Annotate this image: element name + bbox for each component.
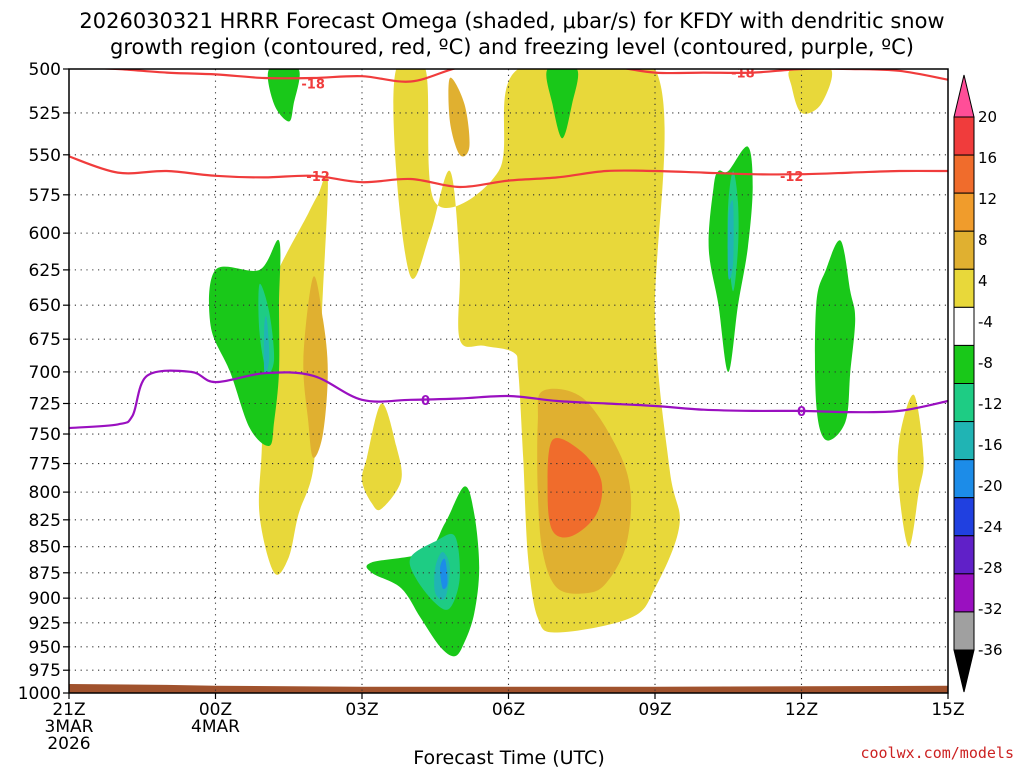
colorbar-box-3 [953,230,975,270]
x-tick-label-0-1: 3MAR [45,717,94,737]
contour-dgz-minus-18 [91,69,948,83]
x-axis-label: Forecast Time (UTC) [413,747,604,768]
colorbar-box-12 [953,573,975,613]
colorbar-box-0 [953,116,975,156]
y-tick-label-925: 925 [29,614,61,634]
colorbar-box-11 [953,535,975,575]
colorbar-bottom-arrow [953,649,975,693]
x-tick-label-3-0: 00Z [199,700,232,720]
y-tick-label-1000: 1000 [18,684,61,704]
x-tick-label-3-1: 4MAR [191,717,240,737]
y-tick-label-850: 850 [29,538,61,558]
y-tick-label-875: 875 [29,564,61,584]
y-tick-label-550: 550 [29,146,61,166]
y-tick-label-725: 725 [29,394,61,414]
y-tick-label-600: 600 [29,224,61,244]
credit-text: coolwx.com/models [860,744,1014,762]
omega-shade-13 [267,69,300,122]
y-tick-label-700: 700 [29,363,61,383]
y-tick-label-675: 675 [29,330,61,350]
colorbar-box-10 [953,497,975,537]
y-axis-ticks: 500 525 550 575 600 625 650 675 700 725 750 775 800 8… [18,60,69,704]
colorbar-label-3: 8 [978,231,988,249]
colorbar-box-5 [953,306,975,346]
y-tick-label-800: 800 [29,483,61,503]
omega-shade-5 [448,77,470,157]
contour-label-freezing-level-0: 0 [421,394,430,409]
colorbar-box-6 [953,344,975,384]
colorbar-box-13 [953,611,975,651]
omega-shade-8 [547,437,603,538]
contour-freezing-level [69,369,948,430]
colorbar-box-8 [953,421,975,461]
colorbar-label-10: -24 [978,518,1003,536]
y-tick-label-900: 900 [29,589,61,609]
y-tick-label-650: 650 [29,296,61,316]
colorbar-box-4 [953,268,975,308]
contour-label-dgz-minus-18-0: -18 [301,77,325,92]
terrain-surface [69,684,948,693]
y-tick-label-525: 525 [29,104,61,124]
y-tick-label-950: 950 [29,638,61,658]
contour-layer: -18 -18 -12 -12 0 0 [69,67,948,430]
omega-shade-7 [303,276,328,458]
colorbar-label-1: 16 [978,149,997,167]
colorbar-label-0: 20 [978,108,997,126]
contour-dgz-minus-12 [69,155,948,189]
omega-shade-12 [814,240,856,441]
x-tick-label-18-0: 15Z [931,700,964,720]
omega-shade-21 [440,558,448,590]
contour-label-freezing-level-1: 0 [797,405,806,420]
colorbar-label-8: -16 [978,436,1003,454]
chart-title-line1: 2026030321 HRRR Forecast Omega (shaded, … [79,9,944,33]
colorbar-label-13: -36 [978,641,1003,659]
colorbar-box-7 [953,383,975,423]
colorbar-label-4: 4 [978,272,988,290]
terrain-layer [69,684,948,693]
omega-shade-3 [788,69,833,114]
colorbar-label-7: -12 [978,395,1003,413]
x-tick-label-12-0: 09Z [638,700,671,720]
colorbar-label-6: -8 [978,354,993,372]
colorbar-label-2: 12 [978,190,997,208]
omega-shade-20 [727,200,734,280]
colorbar-label-5: -4 [978,313,993,331]
contour-label-dgz-minus-12-1: -12 [780,170,804,185]
colorbar-label-9: -20 [978,477,1003,495]
y-tick-label-625: 625 [29,261,61,281]
x-tick-label-6-0: 03Z [345,700,378,720]
y-tick-label-775: 775 [29,455,61,475]
chart-title-line2: growth region (contoured, red, ºC) and f… [110,35,914,59]
colorbar: 20 16 12 8 4 -4 -8 -12 -16 -20 -24 -28 -32 -36 [953,74,1003,693]
colorbar-label-11: -28 [978,559,1003,577]
colorbar-box-1 [953,154,975,194]
y-tick-label-975: 975 [29,661,61,681]
omega-shade-14 [546,69,579,139]
omega-shade-4 [897,394,924,547]
omega-shading-layer [208,69,924,657]
x-tick-label-15-0: 12Z [785,700,818,720]
colorbar-box-2 [953,192,975,232]
omega-shade-2 [361,403,402,511]
y-tick-label-750: 750 [29,425,61,445]
omega-shade-18 [263,316,270,374]
colorbar-box-9 [953,459,975,499]
omega-shade-1 [258,173,328,575]
colorbar-label-12: -32 [978,600,1003,618]
x-tick-label-0-2: 2026 [47,734,90,754]
y-tick-label-825: 825 [29,511,61,531]
x-tick-label-0-0: 21Z [52,700,85,720]
contour-label-dgz-minus-12-0: -12 [306,170,330,185]
y-tick-label-575: 575 [29,186,61,206]
y-tick-label-500: 500 [29,60,61,80]
x-tick-label-9-0: 06Z [492,700,525,720]
contour-label-dgz-minus-18-1: -18 [731,67,755,82]
colorbar-top-arrow [953,74,975,118]
